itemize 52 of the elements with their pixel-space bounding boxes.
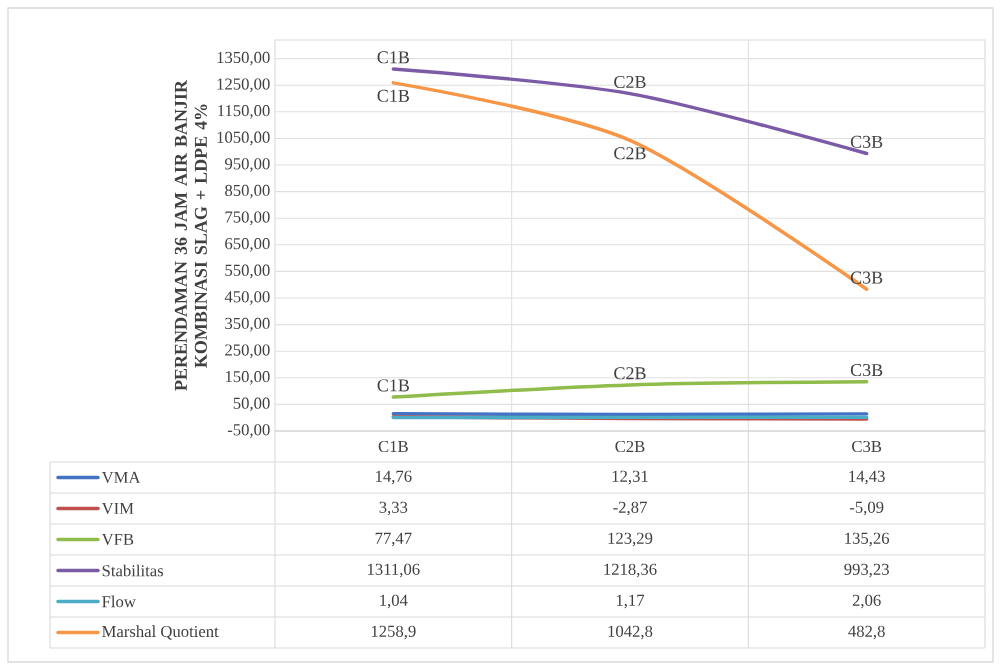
annotation: C3B — [850, 135, 883, 148]
y-tick-label: 1350,00 — [217, 51, 270, 66]
annotation: C2B — [614, 367, 646, 380]
y-axis-title: PERENDAMAN 36 JAM AIR BANJIR KOMBINASI SLAG + LDPE 4% — [174, 79, 207, 391]
annotation: C2B — [614, 147, 646, 160]
x-tick-label: C2B — [615, 440, 645, 453]
data-label: -5,09 — [849, 501, 884, 516]
annotation: C2B — [614, 75, 646, 89]
legend-label: VMA — [101, 471, 141, 484]
legend-label: Flow — [102, 595, 136, 608]
x-tick-label: C3B — [852, 440, 882, 453]
y-tick-label: 50,00 — [233, 397, 270, 412]
data-label: 14,76 — [376, 470, 412, 485]
y-tick-label: 1150,00 — [218, 105, 270, 119]
y-tick-label: 1250,00 — [217, 78, 270, 93]
y-tick-label: 750,00 — [225, 211, 270, 226]
data-label: 12,31 — [612, 470, 648, 485]
annotation: C1B — [377, 89, 409, 102]
y-tick-label: 850,00 — [225, 184, 270, 199]
data-label: 1311,06 — [368, 563, 420, 578]
data-label: 1042,8 — [608, 625, 653, 640]
y-tick-label: 550,00 — [225, 264, 270, 279]
legend-label: Marshal Quotient — [102, 625, 219, 640]
data-label: 1,17 — [616, 594, 645, 609]
annotation: C1B — [377, 51, 409, 64]
y-tick-label: 1050,00 — [217, 131, 270, 146]
annotation: C3B — [850, 364, 883, 377]
data-label: 2,06 — [852, 594, 881, 609]
data-label: 3,33 — [379, 501, 408, 516]
y-tick-label: 150,00 — [225, 370, 270, 385]
data-label: 135,26 — [845, 532, 890, 547]
y-tick-label: 450,00 — [224, 291, 270, 305]
data-label: 77,47 — [375, 532, 412, 547]
data-label: 1,04 — [380, 594, 408, 609]
data-label: 14,43 — [849, 470, 885, 485]
data-label: 1258,9 — [371, 625, 416, 640]
data-label: 482,8 — [848, 625, 885, 640]
y-tick-label: -50,00 — [227, 424, 270, 438]
legend-label: VIM — [101, 502, 134, 515]
y-tick-label: 350,00 — [225, 317, 270, 332]
y-tick-label: 950,00 — [225, 158, 270, 172]
x-tick-label: C1B — [378, 440, 408, 453]
data-label: 1218,36 — [604, 563, 657, 578]
y-tick-label: 250,00 — [225, 344, 270, 359]
data-label: -2,87 — [613, 501, 647, 516]
legend-label: VFB — [101, 533, 134, 546]
annotation: C1B — [377, 379, 409, 392]
data-label: 123,29 — [608, 532, 653, 547]
data-label: 993,23 — [844, 563, 889, 578]
annotation: C3B — [850, 271, 883, 284]
legend-label: Stabilitas — [102, 564, 164, 577]
y-tick-label: 650,00 — [225, 237, 270, 252]
